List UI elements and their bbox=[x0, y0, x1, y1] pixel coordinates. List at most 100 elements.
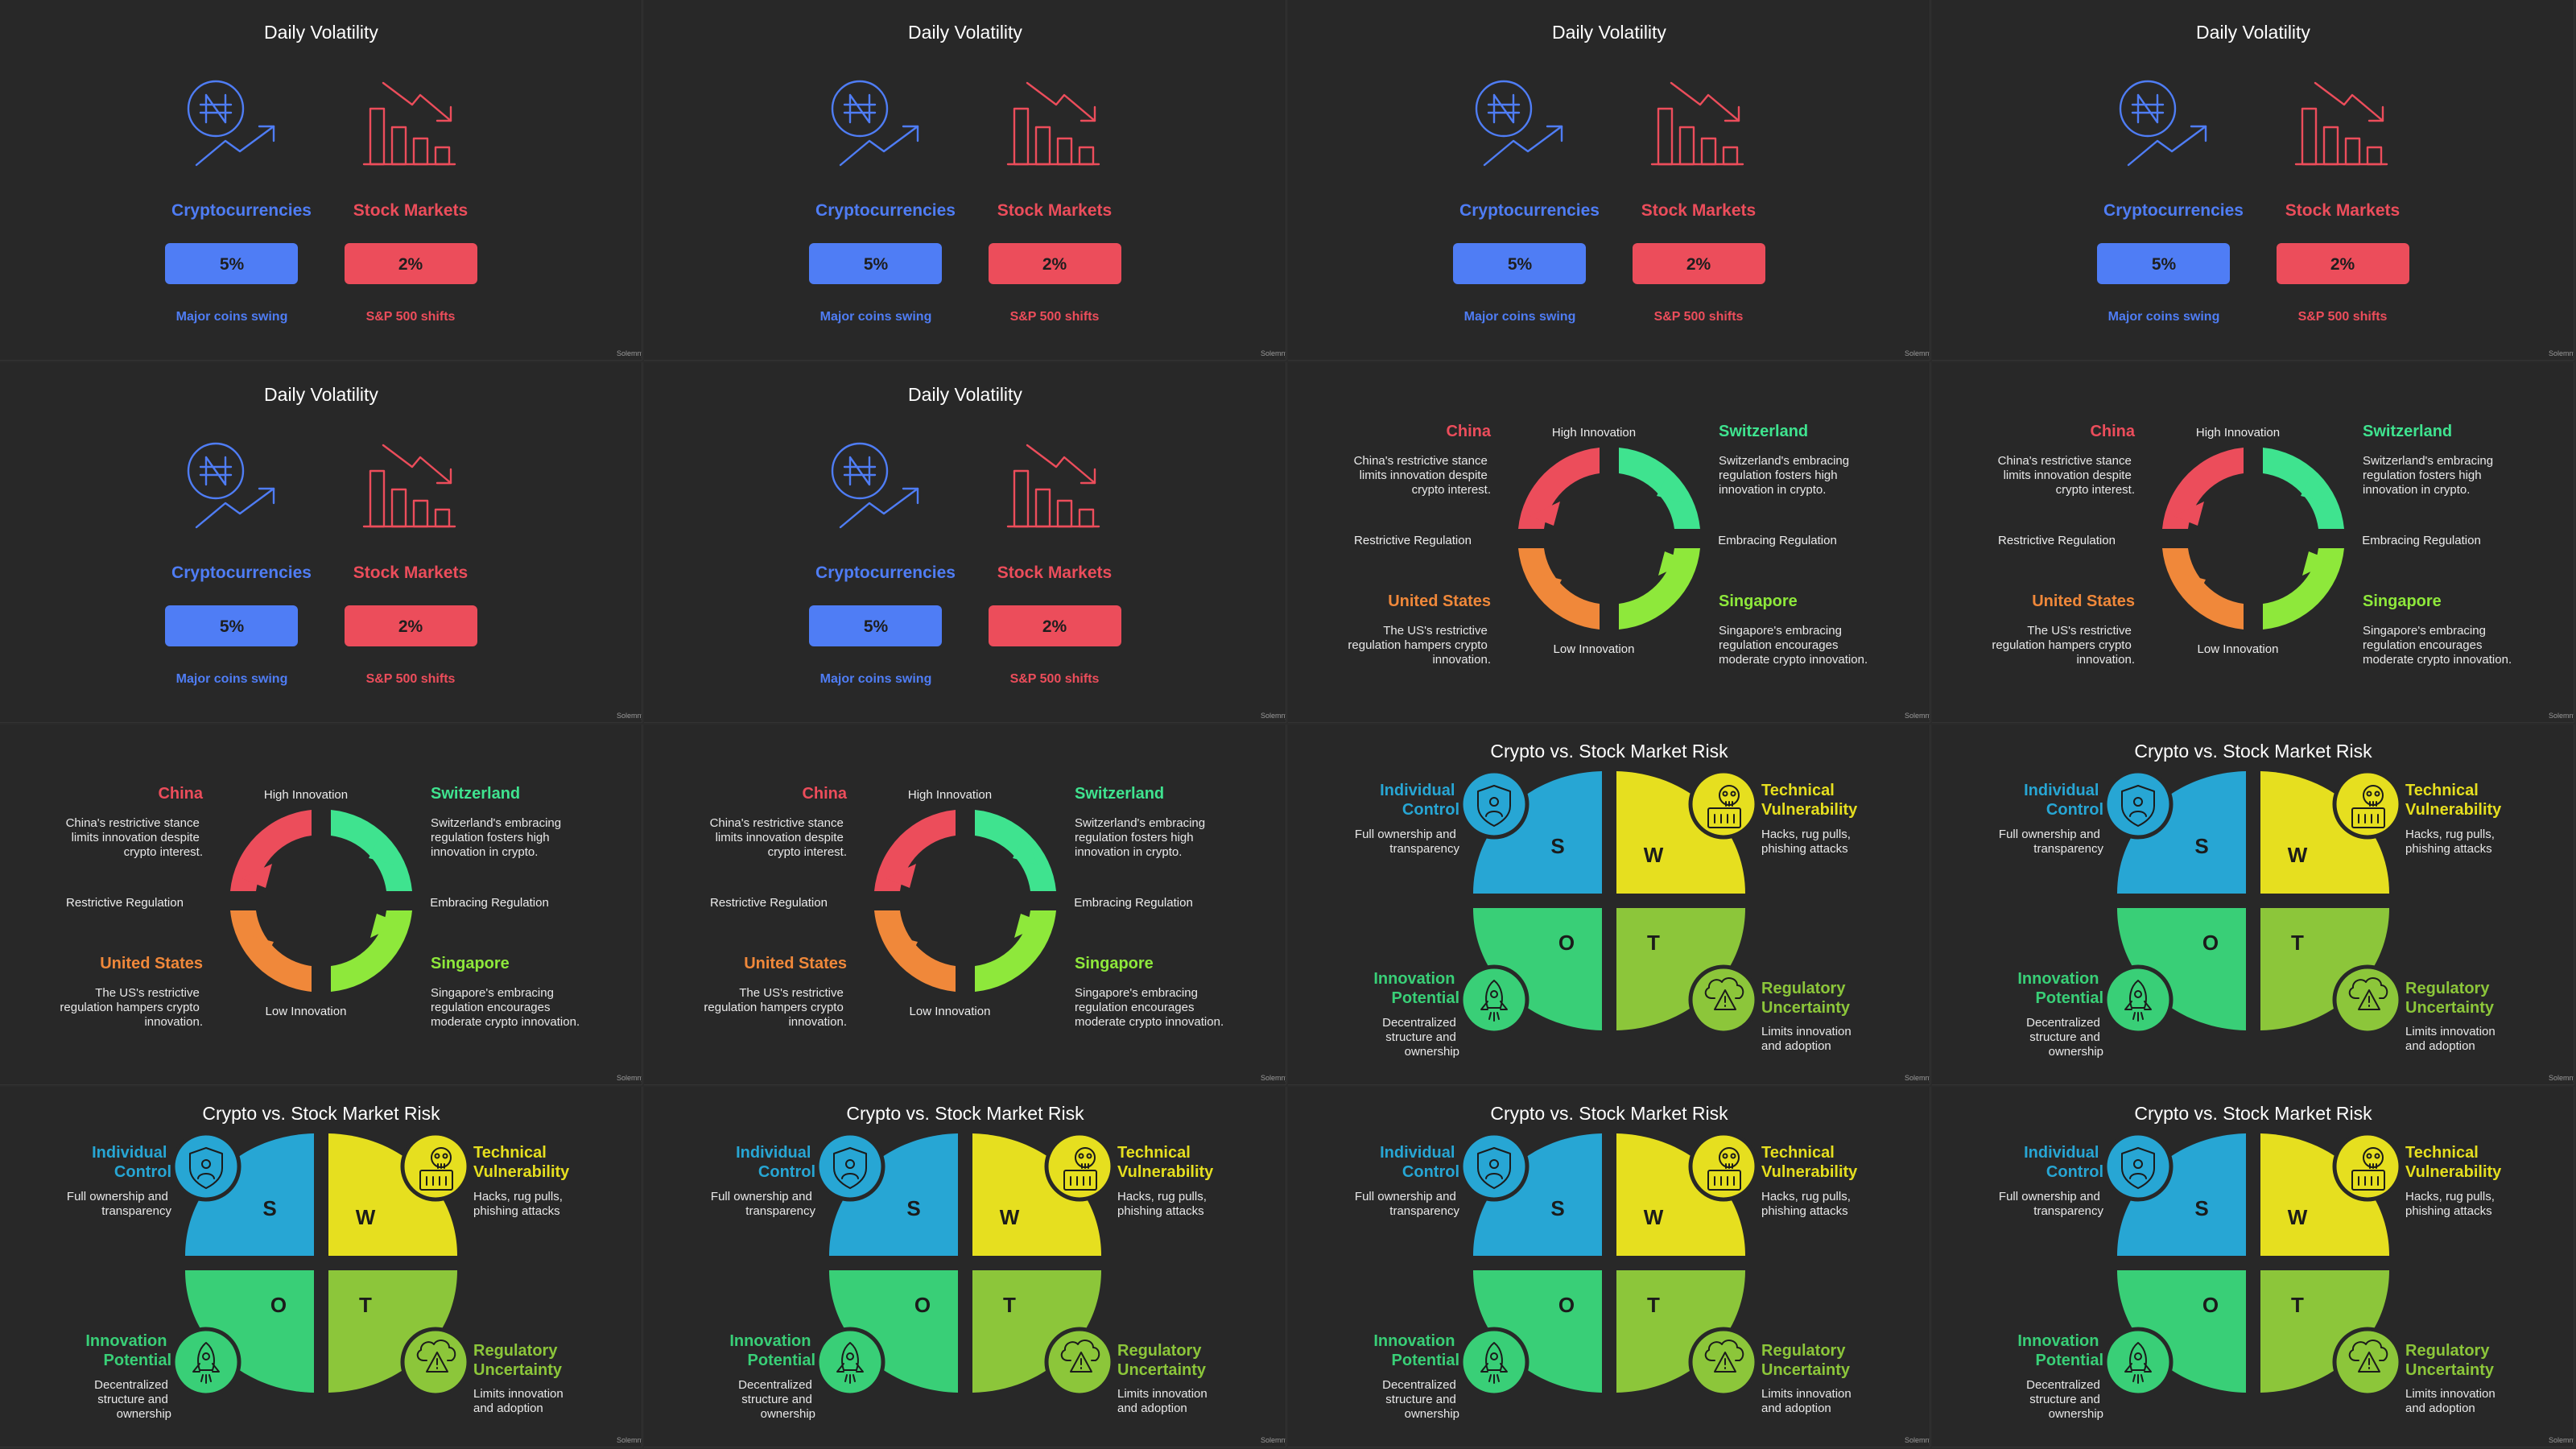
switzerland-heading: Switzerland bbox=[2363, 423, 2452, 440]
brand-logo: Solemny bbox=[617, 712, 642, 720]
switzerland-heading: Switzerland bbox=[1719, 423, 1808, 440]
quadrant-us bbox=[1518, 548, 1600, 630]
switzerland-heading: Switzerland bbox=[431, 785, 520, 803]
slide-thumbnail-regulation[interactable]: High Innovation Low Innovation Restricti… bbox=[1288, 362, 1930, 723]
china-heading: China bbox=[802, 785, 847, 803]
slide-thumbnail-volatility[interactable]: Daily Volatility Cryptocurrencies Stock … bbox=[0, 0, 642, 361]
axis-low-innovation: Low Innovation bbox=[910, 1005, 991, 1018]
swot-diagram: S W O T bbox=[2103, 769, 2403, 1035]
stocks-label: Stock Markets bbox=[353, 564, 468, 582]
quadrant-us bbox=[874, 910, 956, 992]
skull-computer-icon bbox=[2351, 785, 2385, 828]
swot-t-letter: T bbox=[359, 1293, 372, 1317]
regulation-slide: High Innovation Low Innovation Restricti… bbox=[60, 785, 642, 1082]
arrow-us bbox=[1537, 573, 1562, 604]
slide-thumbnail-volatility[interactable]: Daily Volatility Cryptocurrencies Stock … bbox=[644, 362, 1286, 723]
swot-o-letter: O bbox=[2202, 1293, 2219, 1317]
slide-thumbnail-swot[interactable]: Crypto vs. Stock Market Risk bbox=[1288, 724, 1930, 1085]
stocks-caption: S&P 500 shifts bbox=[1010, 672, 1100, 686]
swot-o-letter: O bbox=[270, 1293, 287, 1317]
swot-w-petal bbox=[328, 1133, 457, 1256]
opportunity-heading: Innovation Potential bbox=[2017, 970, 2103, 1007]
slide-title: Crypto vs. Stock Market Risk bbox=[2134, 741, 2372, 762]
bar-chart-down-icon bbox=[1650, 81, 1744, 166]
threat-heading: Regulatory Uncertainty bbox=[473, 1342, 563, 1379]
singapore-heading: Singapore bbox=[1719, 592, 1798, 610]
swot-s-letter: S bbox=[2194, 1196, 2208, 1220]
switzerland-description: Switzerland's embracing regulation foste… bbox=[1719, 454, 1852, 497]
swot-o-letter: O bbox=[1558, 1293, 1575, 1317]
rocket-icon bbox=[1480, 1342, 1508, 1384]
opportunity-heading: Innovation Potential bbox=[85, 1332, 171, 1369]
singapore-description: Singapore's embracing regulation encoura… bbox=[431, 986, 580, 1029]
slide-thumbnail-regulation[interactable]: High Innovation Low Innovation Restricti… bbox=[1932, 362, 2574, 723]
strength-description: Full ownership and transparency bbox=[1999, 1190, 2104, 1218]
quadrant-switzerland bbox=[331, 810, 412, 891]
crypto-label: Cryptocurrencies bbox=[815, 564, 956, 582]
slide-thumbnail-swot[interactable]: Crypto vs. Stock Market Risk bbox=[1932, 1087, 2574, 1447]
slide-thumbnail-regulation[interactable]: High Innovation Low Innovation Restricti… bbox=[644, 724, 1286, 1085]
slide-thumbnail-swot[interactable]: Crypto vs. Stock Market Risk bbox=[1932, 724, 2574, 1085]
cloud-warning-icon bbox=[2348, 977, 2388, 1010]
quadrant-us bbox=[2162, 548, 2244, 630]
arrow-us bbox=[2181, 573, 2206, 604]
shield-person-icon bbox=[833, 1147, 867, 1189]
strength-description: Full ownership and transparency bbox=[1355, 828, 1460, 856]
bar-chart-down-icon bbox=[362, 81, 456, 166]
threat-heading: Regulatory Uncertainty bbox=[1117, 1342, 1207, 1379]
swot-w-letter: W bbox=[356, 1205, 376, 1229]
crypto-value-pill bbox=[809, 243, 942, 284]
us-heading: United States bbox=[1388, 592, 1491, 610]
brand-logo: Solemny bbox=[617, 1436, 642, 1444]
axis-low-innovation: Low Innovation bbox=[2198, 642, 2279, 656]
slide-thumbnail-swot[interactable]: Crypto vs. Stock Market Risk bbox=[1288, 1087, 1930, 1447]
threat-description: Limits innovation and adoption bbox=[2405, 1025, 2499, 1053]
slide-thumbnail-volatility[interactable]: Daily Volatility Cryptocurrencies Stock … bbox=[1932, 0, 2574, 361]
strength-heading: Individual Control bbox=[92, 1144, 171, 1181]
strength-heading: Individual Control bbox=[736, 1144, 815, 1181]
slide-thumbnail-volatility[interactable]: Daily Volatility Cryptocurrencies Stock … bbox=[1288, 0, 1930, 361]
weakness-heading: Technical Vulnerability bbox=[1761, 782, 1858, 819]
crypto-value: 5% bbox=[864, 255, 889, 274]
slide-thumbnail-swot[interactable]: Crypto vs. Stock Market Risk bbox=[0, 1087, 642, 1447]
weakness-heading: Technical Vulnerability bbox=[2405, 782, 2502, 819]
rocket-icon bbox=[2124, 1342, 2152, 1384]
strength-description: Full ownership and transparency bbox=[1999, 828, 2104, 856]
opportunity-heading: Innovation Potential bbox=[1373, 1332, 1459, 1369]
arrow-china bbox=[886, 864, 916, 888]
swot-o-petal bbox=[2117, 1270, 2246, 1393]
slide-thumbnail-swot[interactable]: Crypto vs. Stock Market Risk bbox=[644, 1087, 1286, 1447]
quadrant-china bbox=[2162, 448, 2244, 529]
swot-w-petal bbox=[2260, 771, 2389, 894]
weakness-heading: Technical Vulnerability bbox=[2405, 1144, 2502, 1181]
threat-heading: Regulatory Uncertainty bbox=[2405, 980, 2495, 1017]
swot-diagram: S W O T bbox=[1459, 1131, 1759, 1397]
threat-description: Limits innovation and adoption bbox=[1117, 1387, 1211, 1415]
quadrant-china bbox=[874, 810, 956, 891]
slide-thumbnail-volatility[interactable]: Daily Volatility Cryptocurrencies Stock … bbox=[0, 362, 642, 723]
us-description: The US's restrictive regulation hampers … bbox=[1348, 624, 1491, 667]
slide-thumbnail-regulation[interactable]: High Innovation Low Innovation Restricti… bbox=[0, 724, 642, 1085]
strength-description: Full ownership and transparency bbox=[1355, 1190, 1460, 1218]
brand-logo: Solemny bbox=[2549, 712, 2574, 720]
weakness-description: Hacks, rug pulls, phishing attacks bbox=[1761, 828, 1854, 856]
opportunity-description: Decentralized structure and ownership bbox=[738, 1378, 815, 1421]
strength-heading: Individual Control bbox=[1380, 1144, 1459, 1181]
slide-title: Crypto vs. Stock Market Risk bbox=[2134, 1103, 2372, 1124]
axis-high-innovation: High Innovation bbox=[2196, 426, 2280, 440]
brand-logo: Solemny bbox=[1905, 712, 1930, 720]
swot-w-letter: W bbox=[2288, 843, 2308, 867]
threat-heading: Regulatory Uncertainty bbox=[2405, 1342, 2495, 1379]
axis-restrictive-regulation: Restrictive Regulation bbox=[66, 896, 184, 910]
swot-o-petal bbox=[2117, 908, 2246, 1030]
crypto-value: 5% bbox=[1508, 255, 1533, 274]
volatility-slide: Daily Volatility Cryptocurrencies Stock … bbox=[2097, 22, 2574, 357]
strength-heading: Individual Control bbox=[2024, 782, 2103, 819]
crypto-caption: Major coins swing bbox=[176, 310, 288, 324]
swot-s-petal bbox=[185, 1133, 314, 1256]
stocks-caption: S&P 500 shifts bbox=[1010, 310, 1100, 324]
china-heading: China bbox=[2090, 423, 2135, 440]
slide-thumbnail-volatility[interactable]: Daily Volatility Cryptocurrencies Stock … bbox=[644, 0, 1286, 361]
shield-person-icon bbox=[1477, 1147, 1511, 1189]
axis-restrictive-regulation: Restrictive Regulation bbox=[1354, 534, 1472, 547]
